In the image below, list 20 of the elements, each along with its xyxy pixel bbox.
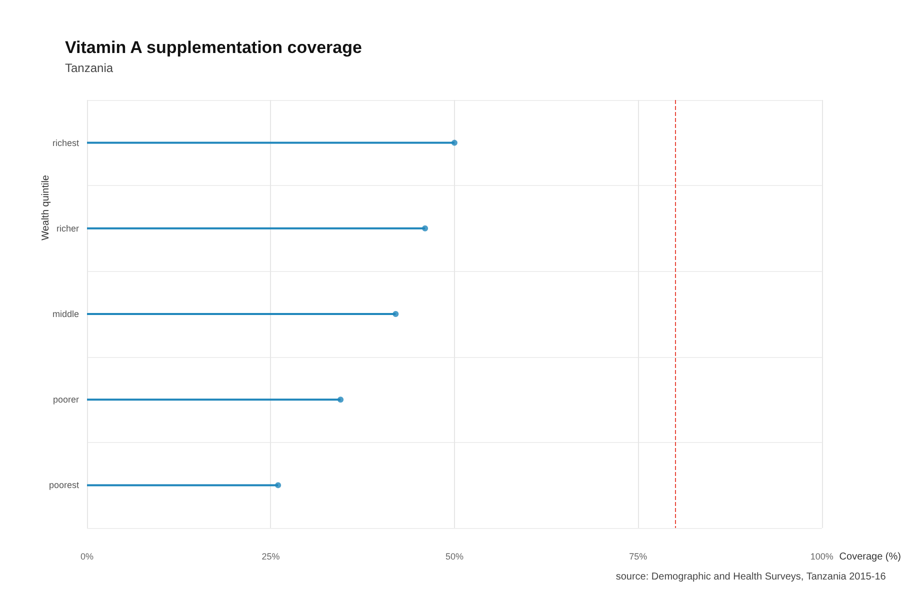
x-tick-label: 0%	[80, 552, 94, 562]
point	[422, 225, 428, 232]
chart-subtitle: Tanzania	[65, 61, 114, 75]
y-tick-label: richer	[56, 223, 79, 234]
y-axis-title: Wealth quintile	[40, 174, 52, 240]
x-tick-label: 25%	[262, 552, 280, 562]
y-tick-label: richest	[52, 138, 80, 148]
point	[392, 311, 399, 317]
y-tick-label: poorest	[48, 480, 80, 490]
y-tick-label: poorer	[52, 394, 80, 405]
point	[451, 140, 458, 146]
x-axis-title: Coverage (%)	[839, 552, 901, 562]
x-tick-label: 100%	[810, 552, 834, 562]
chart-title: Vitamin A supplementation coverage	[65, 38, 362, 57]
x-tick-label: 75%	[629, 552, 648, 562]
point	[338, 396, 344, 403]
point	[275, 482, 282, 488]
y-tick-label: middle	[52, 309, 79, 319]
x-tick-label: 50%	[445, 552, 464, 562]
source-note: source: Demographic and Health Surveys, Tanzania 2015-16	[616, 572, 886, 582]
